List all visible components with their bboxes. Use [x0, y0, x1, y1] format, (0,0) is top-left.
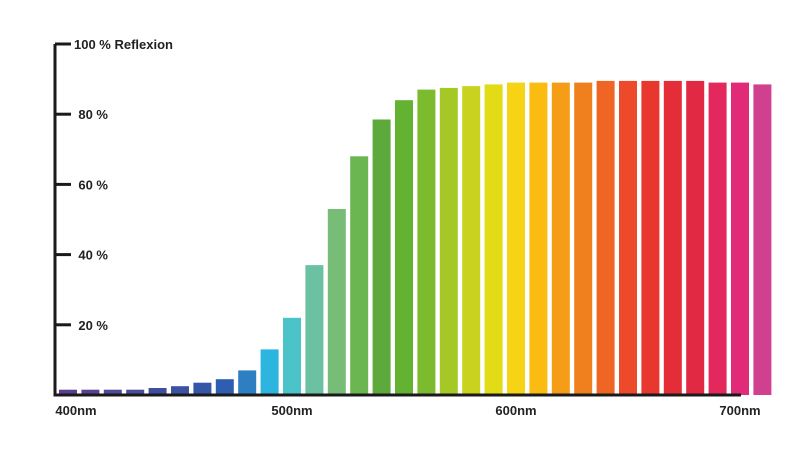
bars-group — [59, 80, 772, 396]
bar-400nm — [59, 389, 77, 395]
bar-680nm — [686, 80, 705, 396]
bar-490nm — [260, 349, 279, 395]
bar-600nm — [507, 82, 525, 395]
bar-480nm — [238, 370, 257, 395]
x-tick-label-400: 400nm — [55, 403, 96, 418]
bar-650nm — [619, 80, 637, 396]
bar-430nm — [126, 389, 145, 395]
bar-510nm — [305, 265, 324, 395]
bar-440nm — [148, 388, 167, 395]
bar-690nm — [708, 82, 727, 395]
bar-700nm — [731, 82, 749, 395]
bar-530nm — [350, 156, 369, 395]
bar-520nm — [327, 209, 346, 395]
bar-630nm — [574, 82, 593, 395]
y-tick-label-80: 80 % — [78, 107, 108, 122]
bar-450nm — [171, 386, 189, 395]
bar-470nm — [215, 379, 234, 395]
x-tick-label-700: 700nm — [719, 403, 760, 418]
bar-410nm — [81, 389, 100, 395]
bar-620nm — [551, 82, 570, 395]
bar-560nm — [417, 89, 436, 395]
y-tick-label-100: 100 % Reflexion — [74, 37, 173, 52]
bar-500nm — [283, 317, 301, 395]
y-tick-label-60: 60 % — [78, 177, 108, 192]
x-ticks-group: 400nm 500nm 600nm 700nm — [55, 403, 760, 418]
y-tick-label-20: 20 % — [78, 318, 108, 333]
bar-460nm — [193, 382, 212, 395]
bar-420nm — [103, 389, 122, 395]
bar-610nm — [529, 82, 548, 395]
x-tick-label-600: 600nm — [495, 403, 536, 418]
bar-580nm — [462, 86, 481, 395]
y-tick-label-40: 40 % — [78, 248, 108, 263]
bar-540nm — [372, 119, 391, 395]
bar-550nm — [395, 100, 413, 395]
bar-670nm — [663, 80, 682, 396]
bar-660nm — [641, 80, 660, 396]
bar-590nm — [484, 84, 503, 396]
bar-640nm — [596, 80, 615, 396]
bar-570nm — [439, 87, 458, 396]
y-ticks-group: 20 % 40 % 60 % 80 % 100 % Reflexion — [55, 37, 173, 333]
bar-710nm — [753, 84, 772, 396]
axes-group — [53, 44, 741, 397]
x-tick-label-500: 500nm — [271, 403, 312, 418]
